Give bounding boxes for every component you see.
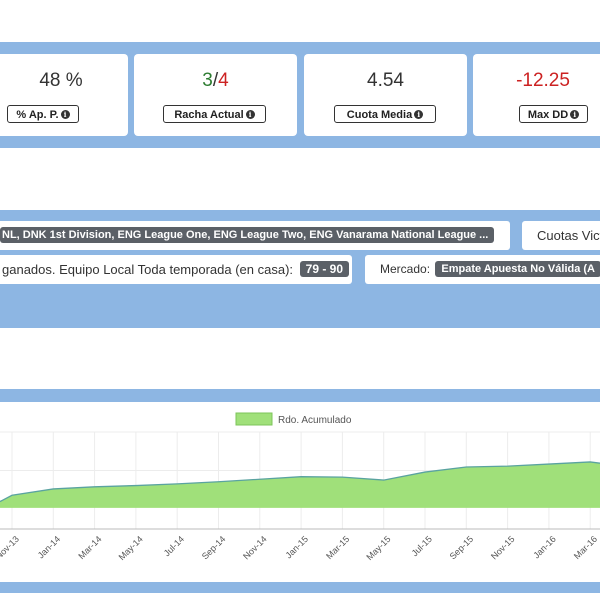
ganados-label: ganados. Equipo Local Toda temporada (en… xyxy=(2,262,294,277)
stat-label-racha-text: Racha Actual xyxy=(174,109,244,121)
info-icon[interactable]: i xyxy=(60,110,70,119)
leagues-tag[interactable]: NL, DNK 1st Division, ENG League One, EN… xyxy=(0,227,495,243)
ganados-filter[interactable]: ganados. Equipo Local Toda temporada (en… xyxy=(0,255,352,284)
x-tick-label: Mar-16 xyxy=(572,534,599,561)
stat-label-cuota-text: Cuota Media xyxy=(346,109,413,121)
x-tick-label: Jul-14 xyxy=(162,534,186,558)
stat-value-cuota: 4.54 xyxy=(367,70,404,91)
mercado-tag[interactable]: Empate Apuesta No Válida (A xyxy=(435,261,600,277)
leagues-filter[interactable]: NL, DNK 1st Division, ENG League One, EN… xyxy=(0,221,510,250)
legend: Rdo. Acumulado xyxy=(235,412,352,426)
stat-label-racha[interactable]: Racha Actual i xyxy=(163,105,266,123)
legend-label: Rdo. Acumulado xyxy=(278,415,352,426)
series-area xyxy=(0,461,600,508)
x-tick-label: Sep-15 xyxy=(448,534,476,562)
x-tick-label: Jan-15 xyxy=(284,534,311,561)
stat-label-maxdd[interactable]: Max DD i xyxy=(519,105,588,123)
stat-card-cuota: 4.54 Cuota Media i xyxy=(304,54,467,136)
streak-win: 3 xyxy=(202,70,213,91)
x-tick-label: May-14 xyxy=(117,534,145,562)
mercado-label: Mercado: xyxy=(380,262,431,276)
x-tick-label: Mar-15 xyxy=(324,534,351,561)
stat-label-cuota[interactable]: Cuota Media i xyxy=(334,105,436,123)
info-icon[interactable]: i xyxy=(245,110,255,119)
stat-label-maxdd-text: Max DD xyxy=(527,109,569,121)
x-tick-label: Sep-14 xyxy=(200,534,228,562)
streak-total: 4 xyxy=(218,70,229,91)
info-icon[interactable]: i xyxy=(414,110,424,119)
cuotas-filter[interactable]: Cuotas Vict xyxy=(522,221,600,250)
x-tick-label: May-15 xyxy=(364,534,392,562)
stat-card-ap: 48 % % Ap. P. i xyxy=(0,54,128,136)
cumulative-chart: Nov-13 Jan-14 Mar-14 May-14 Jul-14 Sep-14 Nov-… xyxy=(0,412,600,562)
stat-label-ap-text: % Ap. P. xyxy=(16,109,59,121)
chart-panel: Nov-13 Jan-14 Mar-14 May-14 Jul-14 Sep-14 Nov-… xyxy=(0,402,600,582)
legend-swatch xyxy=(235,412,273,426)
x-tick-label: Jan-16 xyxy=(531,534,558,561)
stat-value-racha: 3/4 xyxy=(134,70,297,92)
mercado-filter[interactable]: Mercado: Empate Apuesta No Válida (A xyxy=(365,255,600,284)
stat-value-ap: 48 % xyxy=(39,70,83,91)
x-tick-label: Nov-15 xyxy=(489,534,517,562)
x-tick-label: Jul-15 xyxy=(410,534,434,558)
stat-value-maxdd: -12.25 xyxy=(516,70,570,91)
x-tick-label: Jan-14 xyxy=(36,534,63,561)
streak-separator: / xyxy=(212,70,219,91)
stat-card-maxdd: -12.25 Max DD i xyxy=(473,54,600,136)
x-tick-label: Nov-14 xyxy=(241,534,269,562)
cuotas-label: Cuotas Vict xyxy=(537,228,600,243)
info-icon[interactable]: i xyxy=(570,110,580,119)
stat-label-ap[interactable]: % Ap. P. i xyxy=(7,105,79,123)
ganados-tag[interactable]: 79 - 90 xyxy=(299,261,349,277)
x-tick-label: Mar-14 xyxy=(76,534,103,561)
stat-card-racha: 3/4 Racha Actual i xyxy=(134,54,297,136)
x-tick-label: Nov-13 xyxy=(0,534,21,562)
